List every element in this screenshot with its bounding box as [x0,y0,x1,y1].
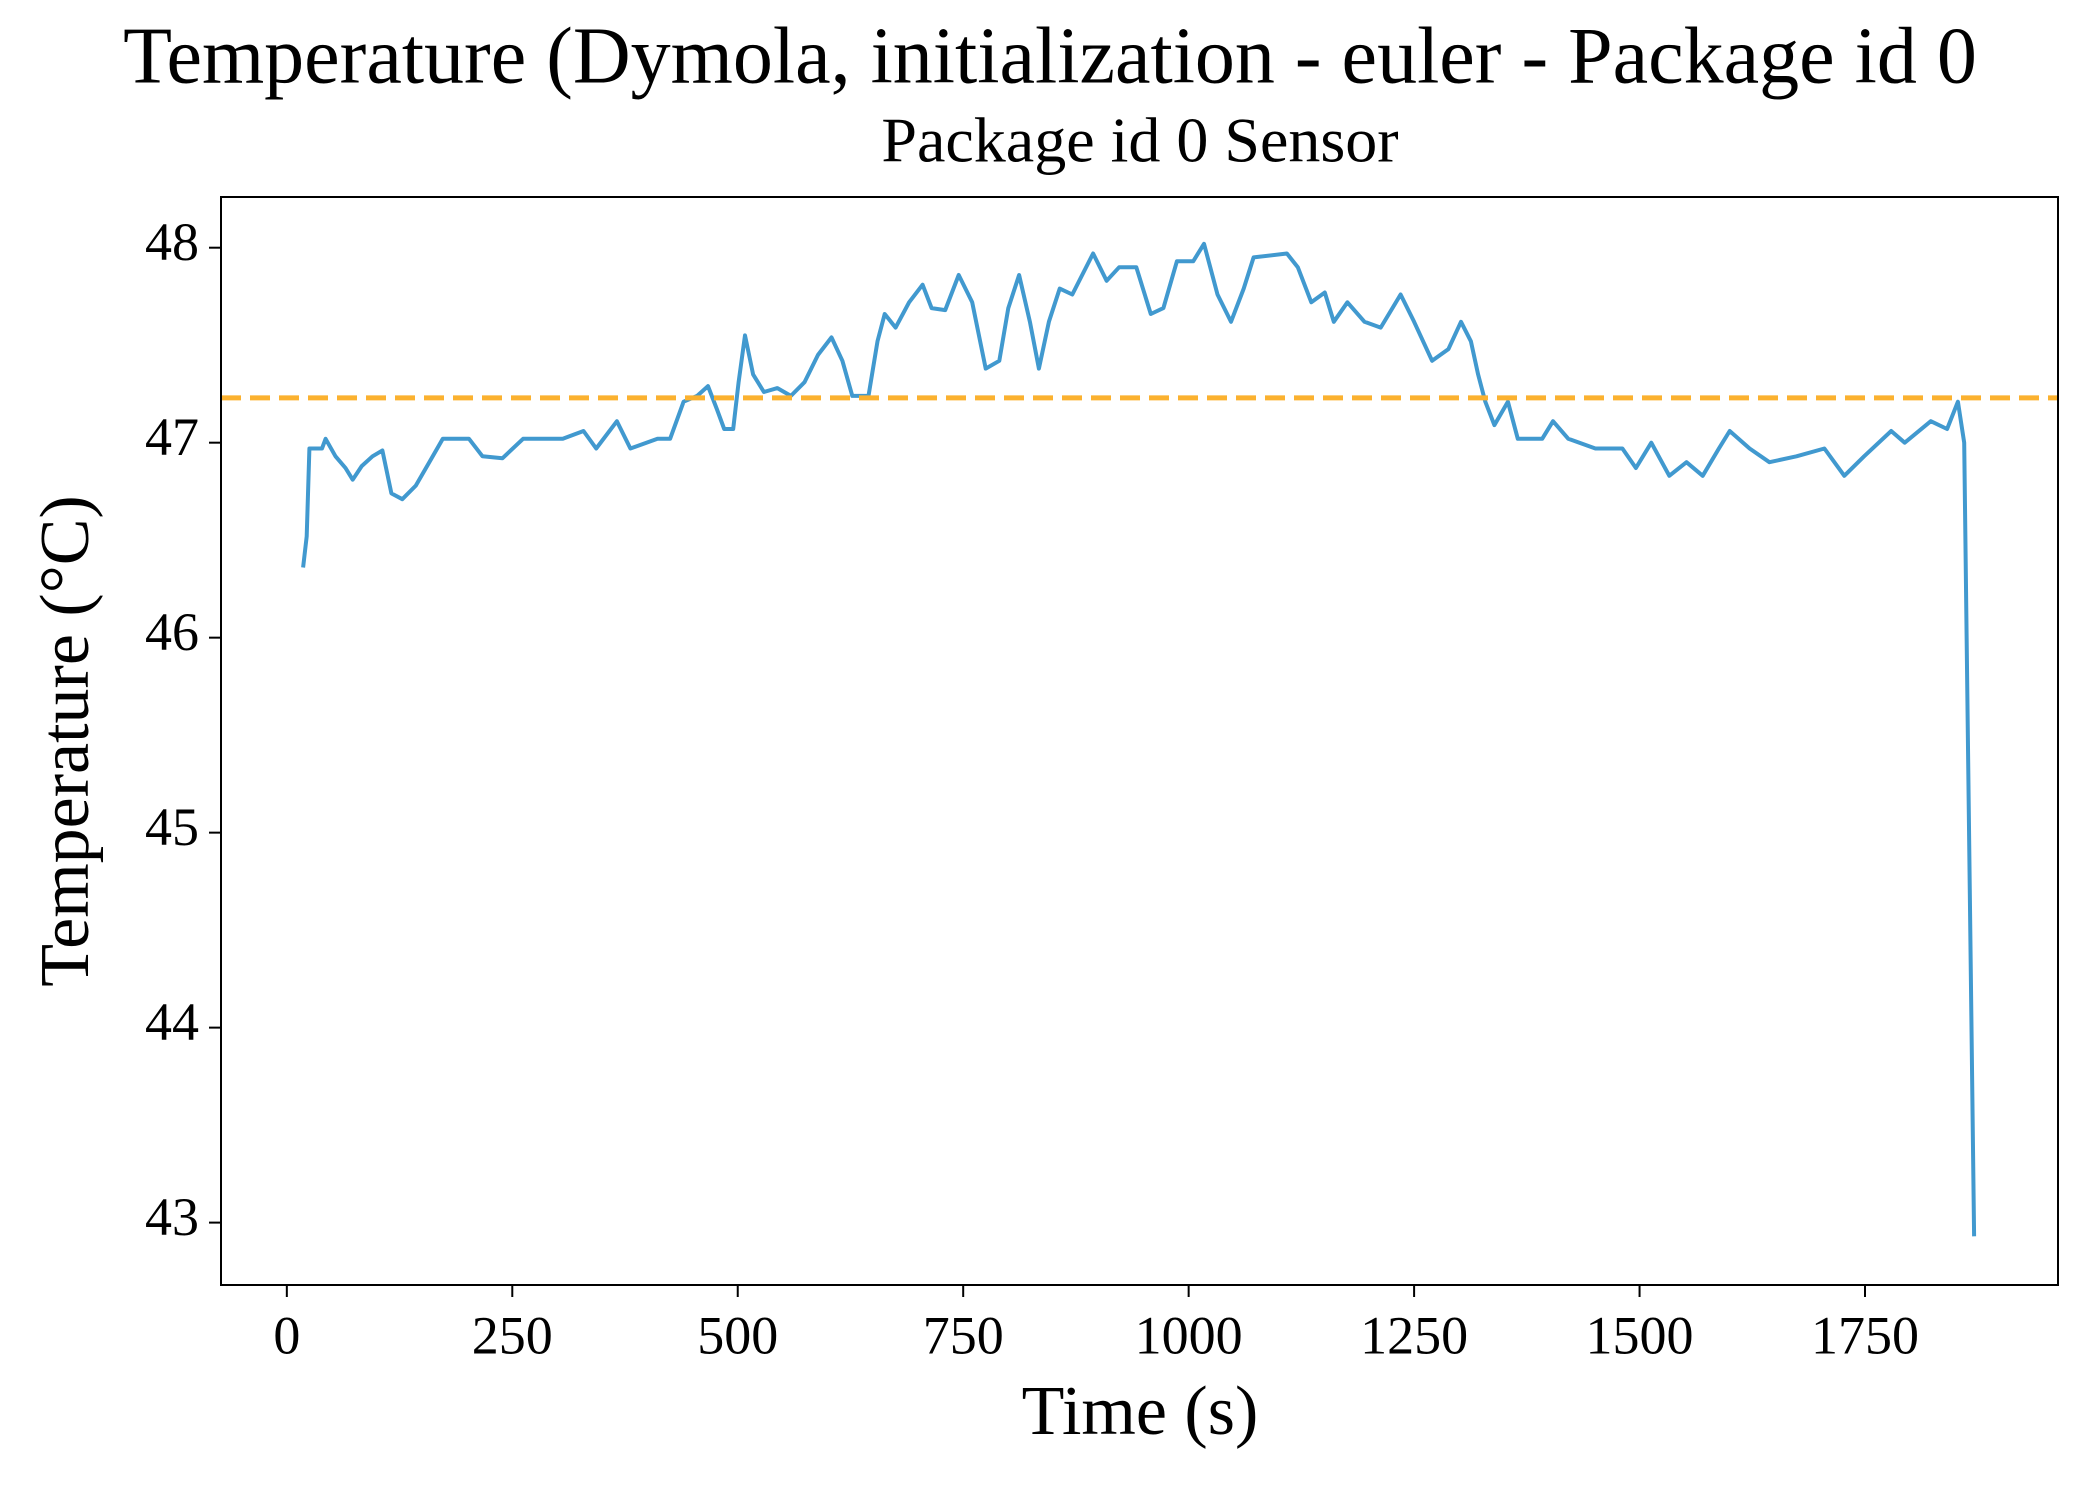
x-tick-label: 1000 [1135,1305,1243,1365]
data-line [301,241,1977,1237]
chart-title: Temperature (Dymola, initialization - eu… [123,12,1977,100]
x-tick-label: 1500 [1586,1305,1694,1365]
x-tick-label: 750 [923,1305,1004,1365]
x-axis-label: Time (s) [1022,1373,1259,1450]
y-tick-label: 47 [145,407,199,467]
x-tick-label: 1750 [1811,1305,1919,1365]
y-axis-label: Temperature (°C) [27,495,104,986]
plot-frame [220,196,2059,1286]
y-tick-label: 43 [145,1187,199,1247]
y-tick-label: 46 [145,602,199,662]
chart-subtitle: Package id 0 Sensor [881,105,1398,176]
x-tick-label: 0 [273,1305,300,1365]
y-tick-label: 48 [145,212,199,272]
x-tick-label: 250 [472,1305,553,1365]
x-tick-label: 500 [697,1305,778,1365]
y-tick-label: 45 [145,797,199,857]
y-tick-label: 44 [145,992,199,1052]
x-tick-label: 1250 [1360,1305,1468,1365]
